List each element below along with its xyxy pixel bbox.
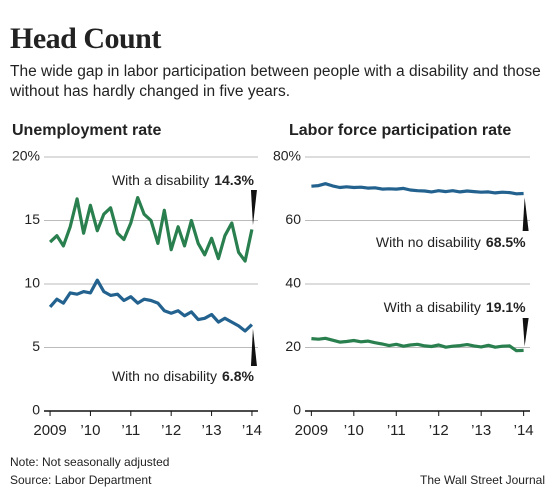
credit: The Wall Street Journal — [420, 473, 545, 487]
x-tick-label: ’12 — [161, 422, 181, 439]
y-tick-label: 0 — [293, 402, 301, 418]
annotation-name: With no disability — [112, 368, 217, 384]
y-tick-label: 0 — [32, 402, 40, 418]
annotation: With a disability 19.1% — [384, 299, 527, 315]
x-tick-label: ’13 — [471, 422, 491, 439]
y-tick-label: 20% — [12, 148, 40, 164]
x-tick-label: ’10 — [344, 422, 364, 439]
annotation-name: With a disability — [384, 299, 481, 315]
x-tick-label: ’12 — [429, 422, 449, 439]
annotation: With no disability 6.8% — [112, 368, 255, 384]
annotation-name: With no disability — [376, 234, 481, 250]
source: Source: Labor Department — [10, 473, 152, 487]
line-series — [311, 182, 524, 196]
subtitle: The wide gap in labor participation betw… — [10, 63, 541, 100]
pointer — [522, 318, 529, 347]
y-tick-label: 5 — [32, 338, 40, 354]
x-tick-label: ’14 — [242, 422, 262, 439]
annotation-value: 6.8% — [222, 368, 254, 384]
y-tick-label: 40 — [285, 275, 301, 291]
note: Note: Not seasonally adjusted — [10, 455, 170, 469]
y-tick-label: 20 — [285, 338, 301, 354]
x-tick-label: ’10 — [80, 422, 100, 439]
pointer — [250, 328, 257, 366]
annotation-name: With a disability — [112, 172, 209, 188]
x-tick-label: 2009 — [295, 422, 328, 439]
annotation: With a disability 14.3% — [112, 172, 255, 188]
pointer — [250, 190, 257, 226]
x-tick-label: ’14 — [514, 422, 534, 439]
line-series — [49, 196, 254, 263]
title: Head Count — [10, 22, 161, 55]
x-tick-label: ’11 — [121, 422, 140, 439]
y-tick-label: 15 — [24, 211, 40, 227]
y-tick-label: 10 — [24, 275, 40, 291]
chart-title: Labor force participation rate — [289, 122, 511, 139]
pointer — [522, 197, 529, 231]
x-tick-label: ’13 — [202, 422, 222, 439]
y-tick-label: 60 — [285, 211, 301, 227]
chart-title: Unemployment rate — [12, 122, 161, 139]
annotation: With no disability 68.5% — [376, 234, 526, 250]
x-tick-label: 2009 — [33, 422, 66, 439]
annotation-value: 14.3% — [214, 172, 254, 188]
annotation-value: 68.5% — [486, 234, 526, 250]
y-tick-label: 80% — [273, 148, 301, 164]
line-series — [48, 278, 253, 333]
annotation-value: 19.1% — [486, 299, 526, 315]
line-series — [311, 336, 524, 353]
x-tick-label: ’11 — [387, 422, 406, 439]
